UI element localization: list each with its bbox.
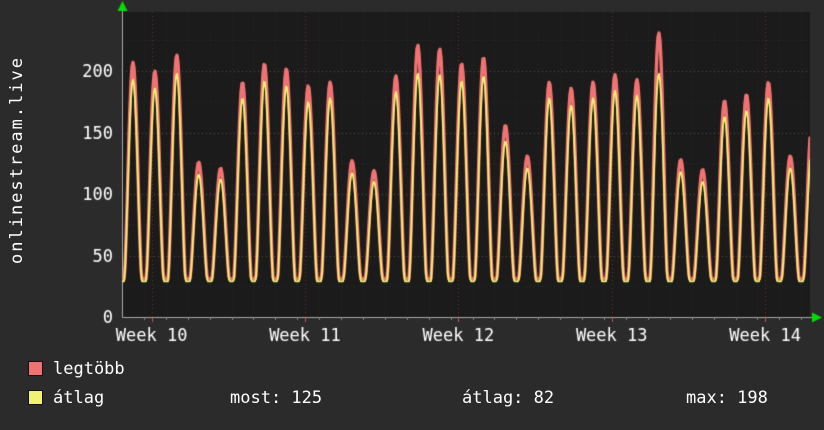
legend-row-legtobb: legtöbb: [28, 354, 824, 383]
time-series-chart: [0, 0, 824, 348]
stat-max: max: 198: [686, 387, 768, 408]
stat-average: átlag: 82: [462, 387, 555, 408]
atlag-swatch-icon: [28, 390, 43, 405]
legtobb-label: legtöbb: [53, 358, 125, 379]
stat-most: most: 125: [230, 387, 323, 408]
atlag-label: átlag: [53, 387, 105, 408]
legend: legtöbb átlag most: 125 átlag: 82 max: 1…: [28, 354, 824, 412]
legend-row-atlag: átlag most: 125 átlag: 82 max: 198: [28, 383, 824, 412]
legtobb-swatch-icon: [28, 361, 43, 376]
